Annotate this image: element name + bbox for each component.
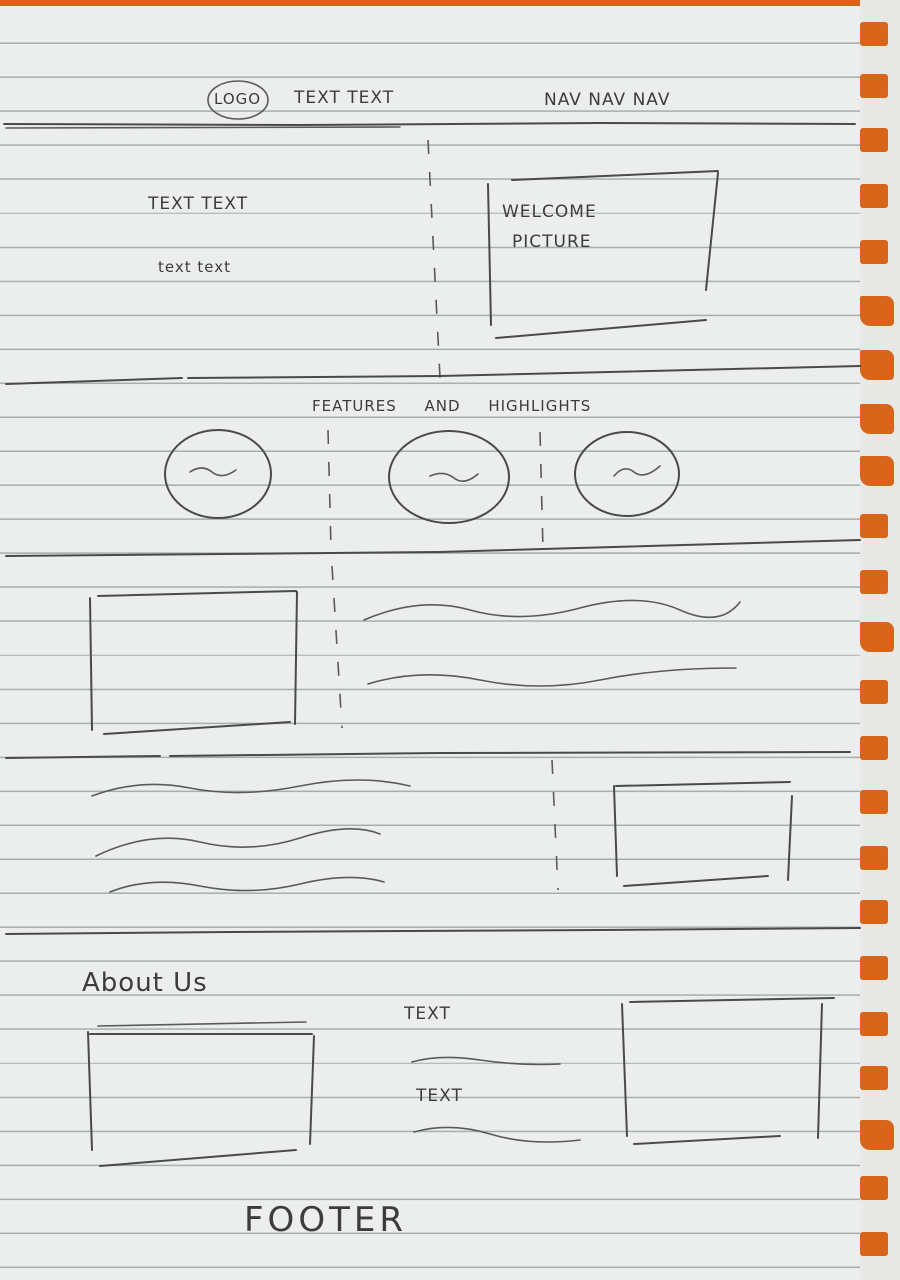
hero-subtext: text text (158, 258, 231, 276)
about-text-line-1 (411, 1056, 561, 1066)
text-row-divider (551, 759, 559, 891)
welcome-picture-box (487, 170, 719, 339)
about-text-1: TEXT (404, 1004, 451, 1024)
content-text-line-2 (367, 667, 737, 687)
header-divider (3, 121, 856, 127)
footer-label: FOOTER (244, 1200, 407, 1240)
feature-icon-2 (388, 430, 510, 524)
content-image-box (89, 590, 298, 735)
hero-heading: TEXT TEXT (148, 194, 249, 214)
hero-bottom-divider (5, 365, 861, 385)
text-line-3 (109, 876, 385, 893)
about-title: About Us (82, 968, 208, 998)
features-bottom-divider (5, 539, 861, 557)
features-divider-left (327, 429, 332, 549)
content-text-line-1 (363, 599, 741, 621)
header-text: TEXT TEXT (294, 88, 395, 108)
feature-icon-3 (574, 431, 680, 517)
features-title: FEATURES AND HIGHLIGHTS (312, 397, 592, 415)
features-divider-right (539, 431, 544, 551)
content-bottom-divider (5, 751, 851, 759)
welcome-picture-label-2: PICTURE (512, 232, 592, 252)
text-line-1 (91, 779, 411, 797)
lined-paper (0, 6, 872, 1280)
about-text-2: TEXT (416, 1086, 463, 1106)
feature-text-1 (189, 467, 237, 477)
about-text-line-2 (413, 1126, 581, 1143)
welcome-picture-label-1: WELCOME (502, 202, 597, 222)
text-line-2 (95, 828, 381, 857)
secondary-image-box (613, 781, 793, 887)
about-image-box (87, 1031, 315, 1167)
feature-icon-1 (164, 429, 272, 519)
logo-circle (207, 80, 269, 120)
feature-text-2 (429, 472, 479, 482)
about-picture-box (621, 997, 835, 1145)
notebook-top-edge (0, 0, 900, 8)
content-row-divider (331, 565, 343, 729)
feature-text-3 (613, 465, 661, 477)
text-row-bottom-divider (5, 927, 861, 935)
hero-column-divider (427, 139, 441, 379)
nav-links[interactable]: NAV NAV NAV (544, 90, 671, 110)
about-image-top (97, 1021, 307, 1027)
logo[interactable]: LOGO (214, 90, 262, 108)
